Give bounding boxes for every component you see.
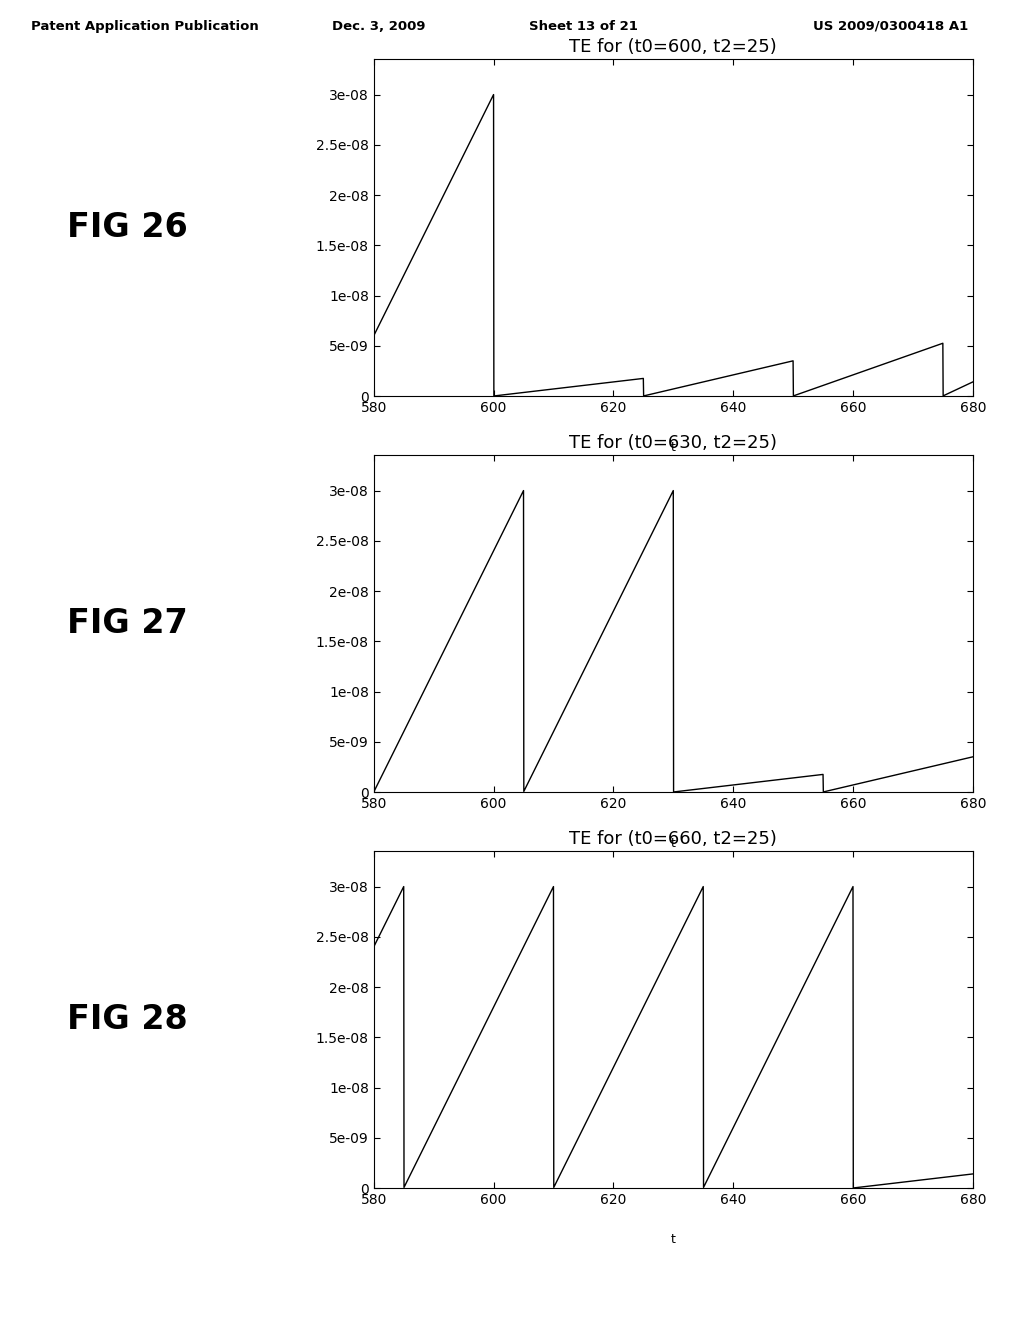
Text: US 2009/0300418 A1: US 2009/0300418 A1 xyxy=(813,20,969,33)
Text: t: t xyxy=(671,837,676,850)
Title: TE for (t0=600, t2=25): TE for (t0=600, t2=25) xyxy=(569,38,777,57)
Text: FIG 28: FIG 28 xyxy=(67,1003,187,1036)
Text: t: t xyxy=(671,1233,676,1246)
Text: FIG 27: FIG 27 xyxy=(67,607,187,640)
Text: Dec. 3, 2009: Dec. 3, 2009 xyxy=(332,20,426,33)
Text: Patent Application Publication: Patent Application Publication xyxy=(31,20,258,33)
Text: FIG 26: FIG 26 xyxy=(67,211,187,244)
Text: Sheet 13 of 21: Sheet 13 of 21 xyxy=(529,20,638,33)
Title: TE for (t0=660, t2=25): TE for (t0=660, t2=25) xyxy=(569,830,777,849)
Text: t: t xyxy=(671,441,676,454)
Title: TE for (t0=630, t2=25): TE for (t0=630, t2=25) xyxy=(569,434,777,453)
